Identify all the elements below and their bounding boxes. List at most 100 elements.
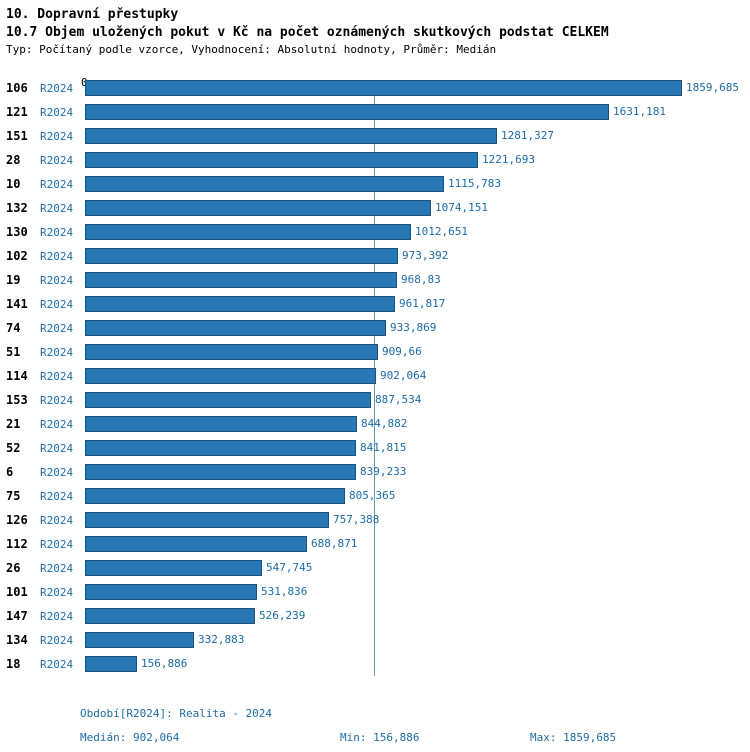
value-label: 531,836 (261, 585, 308, 598)
bar-row: 114 R2024 902,064 (0, 364, 750, 388)
bar-area: 933,869 (85, 320, 750, 336)
bar (85, 440, 356, 456)
series-label: R2024 (40, 585, 74, 599)
bar-row: 126 R2024 757,388 (0, 508, 750, 532)
value-label: 805,365 (349, 489, 396, 502)
category-label: 28 (6, 153, 21, 167)
bar-row: 75 R2024 805,365 (0, 484, 750, 508)
bar-chart: 0 106R20241859,685121R20241631,181151R20… (0, 76, 750, 676)
bar-row: 52 R2024 841,815 (0, 436, 750, 460)
value-label: 332,883 (198, 633, 245, 646)
bar (85, 536, 307, 552)
bar-row: 6 R2024 839,233 (0, 460, 750, 484)
bar-row: 21 R2024 844,882 (0, 412, 750, 436)
bar-row: 151 R2024 1281,327 (0, 124, 750, 148)
series-label: R2024 (40, 249, 74, 263)
bar-area: 1859,685 (85, 80, 750, 96)
category-label: 126 (6, 513, 28, 527)
series-label: R2024 (40, 393, 74, 407)
bar (85, 272, 397, 288)
series-label: R2024 (40, 273, 74, 287)
value-label: 1074,151 (435, 201, 488, 214)
bar (85, 152, 478, 168)
bar-area: 961,817 (85, 296, 750, 312)
series-label: R2024 (40, 561, 74, 575)
value-label: 933,869 (390, 321, 437, 334)
bar-row: 106 R2024 1859,685 (0, 76, 750, 100)
value-label: 973,392 (402, 249, 449, 262)
bar-row: 134 R2024 332,883 (0, 628, 750, 652)
value-label: 841,815 (360, 441, 407, 454)
axis-zero-label: 0 (81, 76, 88, 89)
category-label: 26 (6, 561, 21, 575)
bar (85, 320, 386, 336)
bar-area: 1281,327 (85, 128, 750, 144)
bar (85, 392, 371, 408)
bar-row: 18 R2024 156,886 (0, 652, 750, 676)
value-label: 1631,181 (613, 105, 666, 118)
bar (85, 512, 329, 528)
value-label: 887,534 (375, 393, 422, 406)
bar-row: 102 R2024 973,392 (0, 244, 750, 268)
bar-area: 1074,151 (85, 200, 750, 216)
category-label: 19 (6, 273, 21, 287)
series-label: R2024 (40, 633, 74, 647)
category-label: 102 (6, 249, 28, 263)
series-label: R2024 (40, 537, 74, 551)
bar-area: 1115,783 (85, 176, 750, 192)
category-label: 10 (6, 177, 21, 191)
bar-row: 74 R2024 933,869 (0, 316, 750, 340)
series-label: R2024 (40, 153, 74, 167)
category-label: 132 (6, 201, 28, 215)
value-label: 844,882 (361, 417, 408, 430)
category-label: 106 (6, 81, 28, 95)
bar-row: 130 R2024 1012,651 (0, 220, 750, 244)
bar-area: 531,836 (85, 584, 750, 600)
category-label: 141 (6, 297, 28, 311)
series-label: R2024 (40, 417, 74, 431)
bar (85, 224, 411, 240)
value-label: 757,388 (333, 513, 380, 526)
category-label: 6 (6, 465, 14, 479)
bar (85, 104, 609, 120)
series-label: R2024 (40, 321, 74, 335)
series-label: R2024 (40, 657, 74, 671)
series-label: R2024 (40, 489, 74, 503)
bar-row: 132 R2024 1074,151 (0, 196, 750, 220)
bar (85, 416, 357, 432)
category-label: 153 (6, 393, 28, 407)
series-label: R2024 (40, 465, 74, 479)
bar-area: 757,388 (85, 512, 750, 528)
bar-area: 902,064 (85, 368, 750, 384)
bar-area: 1631,181 (85, 104, 750, 120)
bar (85, 560, 262, 576)
value-label: 1221,693 (482, 153, 535, 166)
value-label: 1012,651 (415, 225, 468, 238)
bar (85, 248, 398, 264)
category-label: 51 (6, 345, 21, 359)
bar-row: 101 R2024 531,836 (0, 580, 750, 604)
category-label: 75 (6, 489, 21, 503)
value-label: 688,871 (311, 537, 358, 550)
category-label: 147 (6, 609, 28, 623)
series-label: R2024 (40, 345, 74, 359)
value-label: 156,886 (141, 657, 188, 670)
footer-min: Min: 156,886 (340, 731, 420, 744)
series-label: R2024 (40, 201, 74, 215)
category-label: 101 (6, 585, 28, 599)
series-label: R2024 (40, 225, 74, 239)
series-label: R2024 (40, 129, 74, 143)
bar (85, 80, 682, 96)
bar-row: 112 R2024 688,871 (0, 532, 750, 556)
median-line (374, 92, 375, 676)
report-footer: Období[R2024]: Realita - 2024 Medián: 90… (80, 707, 740, 744)
bar (85, 608, 255, 624)
bar-row: 10 R2024 1115,783 (0, 172, 750, 196)
bar (85, 368, 376, 384)
bar-area: 156,886 (85, 656, 750, 672)
series-label: R2024 (40, 177, 74, 191)
bar-row: 121 R2024 1631,181 (0, 100, 750, 124)
series-label: R2024 (40, 369, 74, 383)
value-label: 968,83 (401, 273, 441, 286)
